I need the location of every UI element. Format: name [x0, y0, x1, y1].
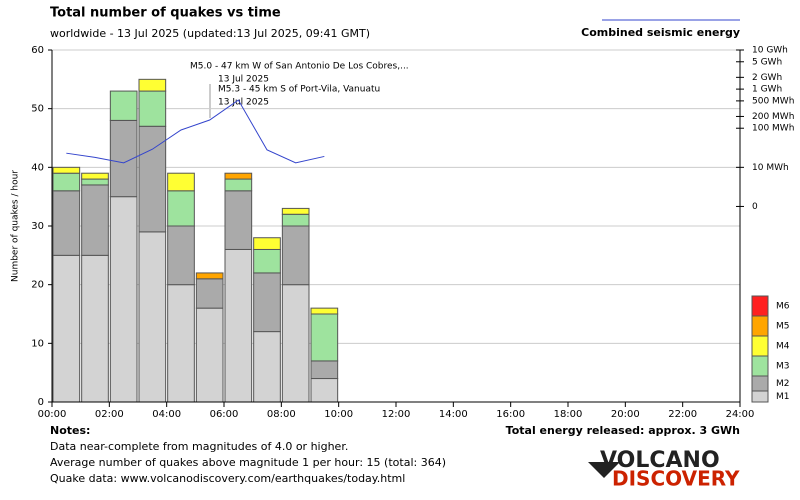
- chart-subtitle: worldwide - 13 Jul 2025 (updated:13 Jul …: [50, 27, 370, 40]
- y-axis-label: Number of quakes / hour: [11, 170, 21, 282]
- x-tick-label: 18:00: [554, 409, 583, 420]
- bar-segment: [167, 284, 195, 403]
- bar-segment: [81, 254, 109, 403]
- legend-swatch: [751, 355, 769, 377]
- bar-segment: [109, 90, 138, 121]
- x-tick-label: 04:00: [152, 409, 181, 420]
- legend-swatch: [751, 315, 769, 337]
- bar-segment: [52, 254, 81, 403]
- bar-segment: [281, 284, 310, 403]
- legend-swatch: [751, 295, 769, 317]
- bar-segment: [195, 307, 224, 403]
- logo-icon: [588, 462, 620, 478]
- x-tick-label: 10:00: [324, 409, 353, 420]
- x-tick-label: 00:00: [38, 409, 67, 420]
- bar-segment: [138, 231, 167, 403]
- y-tick-label: 30: [31, 221, 44, 232]
- legend-swatch: [751, 375, 769, 392]
- bar-segment: [195, 278, 224, 309]
- legend-swatch: [751, 390, 769, 403]
- bar-segment: [195, 272, 224, 280]
- note: Quake data: www.volcanodiscovery.com/ear…: [50, 472, 405, 485]
- y2-tick-label: 5 GWh: [752, 57, 782, 67]
- y-tick-label: 20: [31, 280, 44, 291]
- legend-label: M5: [776, 322, 790, 332]
- annotation: 13 Jul 2025: [218, 75, 269, 85]
- bar-segment: [52, 166, 81, 174]
- bar-segment: [281, 213, 310, 227]
- y2-tick-label: 200 MWh: [752, 112, 794, 122]
- bar-segment: [224, 172, 253, 180]
- x-tick-label: 06:00: [210, 409, 239, 420]
- bar-segment: [253, 237, 281, 250]
- y-tick-label: 40: [31, 162, 44, 173]
- bar-segment: [224, 248, 253, 403]
- bar-segment: [253, 248, 281, 274]
- bar-segment: [52, 190, 81, 256]
- bar-segment: [310, 307, 339, 315]
- x-tick-label: 24:00: [726, 409, 755, 420]
- bar-segment: [310, 378, 339, 403]
- bar-segment: [310, 313, 339, 362]
- y2-tick-label: 100 MWh: [752, 124, 794, 134]
- logo: VOLCANO: [600, 448, 720, 473]
- total-energy: Total energy released: approx. 3 GWh: [506, 424, 740, 437]
- x-tick-label: 16:00: [496, 409, 525, 420]
- bar-segment: [109, 196, 138, 403]
- x-tick-label: 08:00: [267, 409, 296, 420]
- x-tick-label: 12:00: [382, 409, 411, 420]
- bar-segment: [138, 90, 167, 127]
- y-tick-label: 50: [31, 104, 44, 115]
- legend-swatch: [751, 335, 769, 357]
- annotation: M5.0 - 47 km W of San Antonio De Los Cob…: [190, 62, 409, 72]
- x-tick-label: 20:00: [611, 409, 640, 420]
- legend-label: M4: [776, 342, 790, 352]
- bar-segment: [81, 172, 109, 180]
- notes-title: Notes:: [50, 424, 90, 437]
- bar-segment: [281, 207, 310, 215]
- bar-segment: [167, 190, 195, 227]
- annotation: 13 Jul 2025: [218, 98, 269, 108]
- legend-label: M1: [776, 392, 790, 402]
- y2-tick-label: 2 GWh: [752, 73, 782, 83]
- bar-segment: [81, 184, 109, 256]
- y2-tick-label: 1 GWh: [752, 85, 782, 95]
- bar-segment: [167, 225, 195, 286]
- bar-segment: [253, 272, 281, 333]
- note: Average number of quakes above magnitude…: [50, 456, 446, 469]
- bar-segment: [138, 78, 167, 92]
- y-tick-label: 60: [31, 45, 44, 56]
- legend-label: M3: [776, 362, 790, 372]
- bar-segment: [281, 225, 310, 286]
- y-tick-label: 0: [38, 397, 44, 408]
- annotation: M5.3 - 45 km S of Port-Vila, Vanuatu: [218, 85, 380, 95]
- bar-segment: [253, 331, 281, 403]
- x-tick-label: 02:00: [95, 409, 124, 420]
- y2-tick-label: 500 MWh: [752, 96, 794, 106]
- energy-line: [66, 99, 325, 164]
- bar-segment: [310, 360, 339, 380]
- x-tick-label: 22:00: [668, 409, 697, 420]
- y2-tick-label: 0: [752, 202, 758, 212]
- bar-segment: [138, 125, 167, 233]
- legend-label: M6: [776, 302, 790, 312]
- y-tick-label: 10: [31, 338, 44, 349]
- bar-segment: [167, 172, 195, 192]
- energy-legend: Combined seismic energy: [581, 26, 740, 39]
- legend-label: M2: [776, 379, 790, 389]
- bar-segment: [81, 178, 109, 186]
- note: Data near-complete from magnitudes of 4.…: [50, 440, 348, 453]
- bar-segment: [52, 172, 81, 192]
- x-tick-label: 14:00: [439, 409, 468, 420]
- chart-title: Total number of quakes vs time: [50, 6, 281, 21]
- bar-segment: [224, 190, 253, 250]
- y2-tick-label: 10 MWh: [752, 163, 789, 173]
- y2-tick-label: 10 GWh: [752, 46, 788, 56]
- bar-segment: [224, 178, 253, 192]
- logo: DISCOVERY: [612, 467, 740, 491]
